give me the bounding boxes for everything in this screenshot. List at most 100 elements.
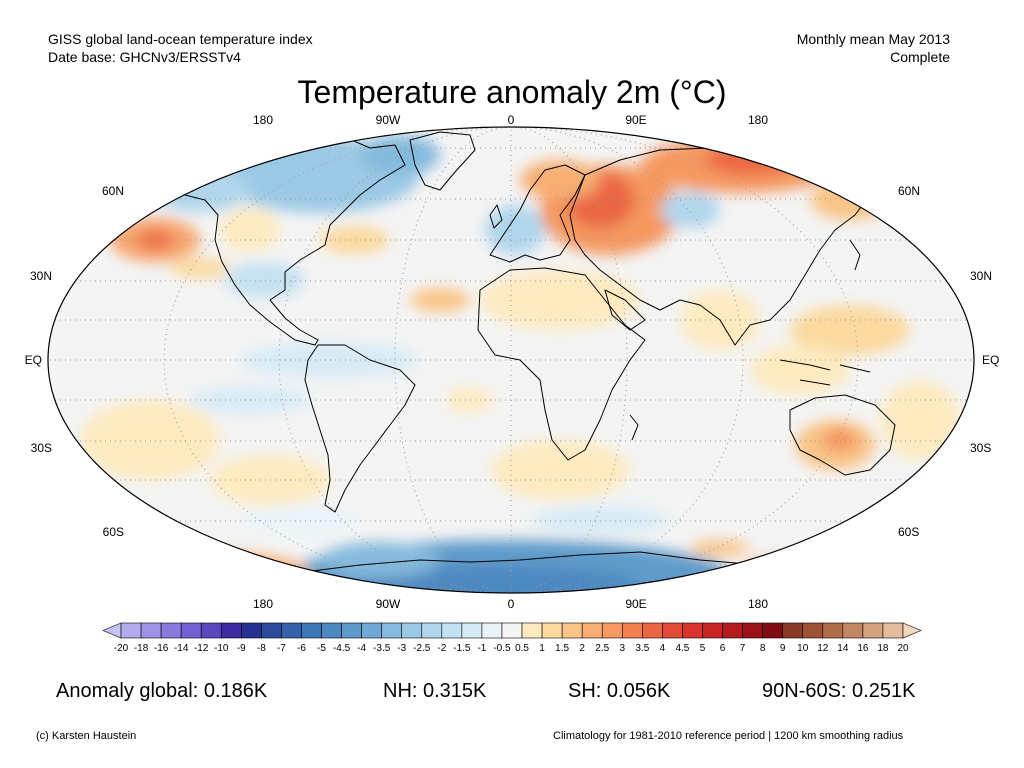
colorbar-cell (842, 622, 864, 639)
colorbar-tick-label: 3.5 (635, 643, 649, 654)
colorbar-cell (802, 622, 824, 639)
lat-label: 30N (30, 269, 52, 283)
colorbar-tick-label: -20 (114, 643, 129, 654)
colorbar-cell (541, 622, 563, 639)
globe (47, 126, 975, 594)
lat-label: 30N (970, 269, 992, 283)
colorbar: -20 -18 -16 -14 -12 -10 -9 -8 -7 -6 -5 -4.5 -4 -3.5 -3… (102, 622, 922, 654)
climatology-note: Climatology for 1981-2010 reference peri… (553, 730, 904, 742)
lat-label: 60N (102, 184, 124, 198)
colorbar-cell (521, 622, 543, 639)
colorbar-cell (682, 622, 703, 639)
colorbar-tick-label: 14 (837, 643, 849, 654)
colorbar-cell (882, 622, 904, 639)
lat-label: EQ (25, 353, 42, 367)
lon-label: 0 (508, 597, 515, 611)
colorbar-cell (301, 622, 322, 639)
colorbar-tick-label: 20 (897, 643, 909, 654)
colorbar-cell (822, 622, 844, 639)
colorbar-cell (341, 622, 362, 639)
anomaly-south-pacific (80, 400, 220, 480)
lon-label: 90W (376, 113, 401, 127)
colorbar-cell (180, 622, 202, 639)
lat-label: 60S (898, 525, 919, 539)
colorbar-cell (421, 622, 443, 639)
colorbar-cell (642, 622, 663, 639)
lat-label: 60S (103, 525, 124, 539)
colorbar-cell (261, 622, 282, 639)
colorbar-tick-label: 1.5 (555, 643, 569, 654)
colorbar-tick-label: -8 (257, 643, 266, 654)
colorbar-tick-label: 2.5 (595, 643, 609, 654)
colorbar-cell (501, 622, 523, 639)
colorbar-tick-label: -2.5 (413, 643, 431, 654)
lon-label: 180 (748, 597, 768, 611)
globe-outline (47, 126, 975, 594)
colorbar-tick-label: 0.5 (515, 643, 529, 654)
colorbar-tick-label: -14 (174, 643, 189, 654)
header-right: Monthly mean May 2013 Complete (797, 30, 950, 66)
lon-label: 180 (253, 597, 273, 611)
lon-labels-top: 180 90W 0 90E 180 (253, 113, 768, 127)
graticule (48, 127, 974, 593)
colorbar-tick-label: 8 (760, 643, 766, 654)
colorbar-cell (481, 622, 503, 639)
map-title: Temperature anomaly 2m (°C) (297, 74, 727, 110)
europe-outline (489, 164, 586, 263)
colorbar-tick-label: -9 (237, 643, 246, 654)
lat-label: 30S (31, 441, 52, 455)
colorbar-tick-label: -16 (154, 643, 169, 654)
period: Monthly mean May 2013 (796, 31, 950, 47)
colorbar-arrow-high (902, 622, 922, 639)
lat-labels-left: 60N 30N EQ 30S 60S (25, 184, 124, 539)
colorbar-cell (241, 622, 262, 639)
colorbar-tick-label: 10 (797, 643, 809, 654)
africa-outline (477, 267, 646, 461)
lat-label: 60N (898, 184, 920, 198)
colorbar-tick-label: -7 (277, 643, 286, 654)
colorbar-tick-label: 4.5 (675, 643, 689, 654)
colorbar-cell (621, 622, 643, 639)
lon-label: 0 (508, 113, 515, 127)
stat-band: 90N-60S: 0.251K (762, 680, 916, 702)
lon-label: 180 (253, 113, 273, 127)
colorbar-cell (160, 622, 182, 639)
colorbar-cell (381, 622, 403, 639)
anomaly-polar-south-west (150, 553, 310, 593)
colorbar-tick-label: 2 (579, 643, 585, 654)
colorbar-cell (220, 622, 242, 639)
colorbar-cell (321, 622, 342, 639)
colorbar-cell (762, 622, 783, 639)
australia-outline (789, 394, 896, 476)
colorbar-tick-label: -6 (297, 643, 306, 654)
colorbar-cell (361, 622, 382, 639)
colorbar-tick-label: -5 (317, 643, 326, 654)
colorbar-tick-label: -3.5 (373, 643, 391, 654)
colorbar-cell (401, 622, 423, 639)
stat-global: Anomaly global: 0.186K (56, 680, 268, 702)
colorbar-tick-label: 6 (720, 643, 726, 654)
colorbar-cell (200, 622, 222, 639)
lon-label: 180 (748, 113, 768, 127)
colorbar-tick-label: 5 (700, 643, 706, 654)
colorbar-tick-label: -18 (134, 643, 149, 654)
colorbar-arrow-low (102, 622, 122, 639)
colorbar-tick-label: -3 (397, 643, 406, 654)
lon-labels-bottom: 180 90W 0 90E 180 (253, 597, 768, 611)
colorbar-tick-label: 16 (857, 643, 869, 654)
lat-label: 30S (970, 441, 991, 455)
south-america-outline (304, 344, 416, 513)
lat-labels-right: 60N 30N EQ 30S 60S (898, 184, 999, 539)
colorbar-cell (862, 622, 884, 639)
colorbar-cell (281, 622, 302, 639)
colorbar-tick-label: -1.5 (453, 643, 471, 654)
lon-label: 90E (625, 597, 646, 611)
colorbar-tick-label: -2 (437, 643, 446, 654)
colorbar-cell (441, 622, 463, 639)
lon-label: 90W (376, 597, 401, 611)
colorbar-cell (742, 622, 763, 639)
colorbar-tick-label: 1 (539, 643, 545, 654)
colorbar-cell (561, 622, 583, 639)
stat-sh: SH: 0.056K (568, 680, 671, 702)
